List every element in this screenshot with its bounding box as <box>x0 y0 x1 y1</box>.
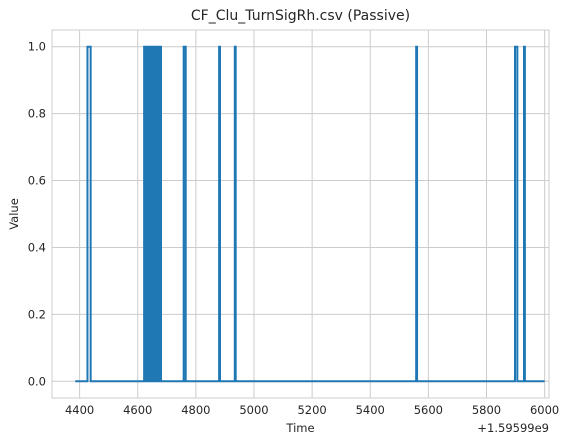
x-tick-label: 5600 <box>414 403 443 417</box>
x-axis-label: Time <box>285 421 314 435</box>
plot-background <box>51 29 550 399</box>
x-tick-label: 4800 <box>181 403 210 417</box>
y-tick-label: 1.0 <box>28 40 46 54</box>
x-axis-ticks: 4400 4600 4800 5000 5200 5400 5600 5800 6000 <box>65 403 559 417</box>
y-tick-label: 0.8 <box>28 107 46 121</box>
x-tick-label: 4600 <box>123 403 152 417</box>
y-axis-ticks: 0.0 0.2 0.4 0.6 0.8 1.0 <box>28 40 46 389</box>
x-tick-label: 4400 <box>65 403 94 417</box>
data-line <box>75 45 545 383</box>
y-tick-label: 0.2 <box>28 307 46 321</box>
x-tick-label: 5000 <box>239 403 268 417</box>
x-offset-label: +1.59599e9 <box>477 421 549 435</box>
x-tick-label: 5800 <box>472 403 501 417</box>
series-line <box>75 45 545 383</box>
y-tick-label: 0.6 <box>28 174 46 188</box>
chart-title: CF_Clu_TurnSigRh.csv (Passive) <box>191 8 410 24</box>
y-tick-label: 0.4 <box>28 240 46 254</box>
y-tick-label: 0.0 <box>28 374 46 388</box>
x-tick-label: 5400 <box>356 403 385 417</box>
y-axis-label: Value <box>7 198 21 230</box>
x-tick-label: 5200 <box>297 403 326 417</box>
grid-lines <box>52 30 549 398</box>
x-tick-label: 6000 <box>530 403 559 417</box>
